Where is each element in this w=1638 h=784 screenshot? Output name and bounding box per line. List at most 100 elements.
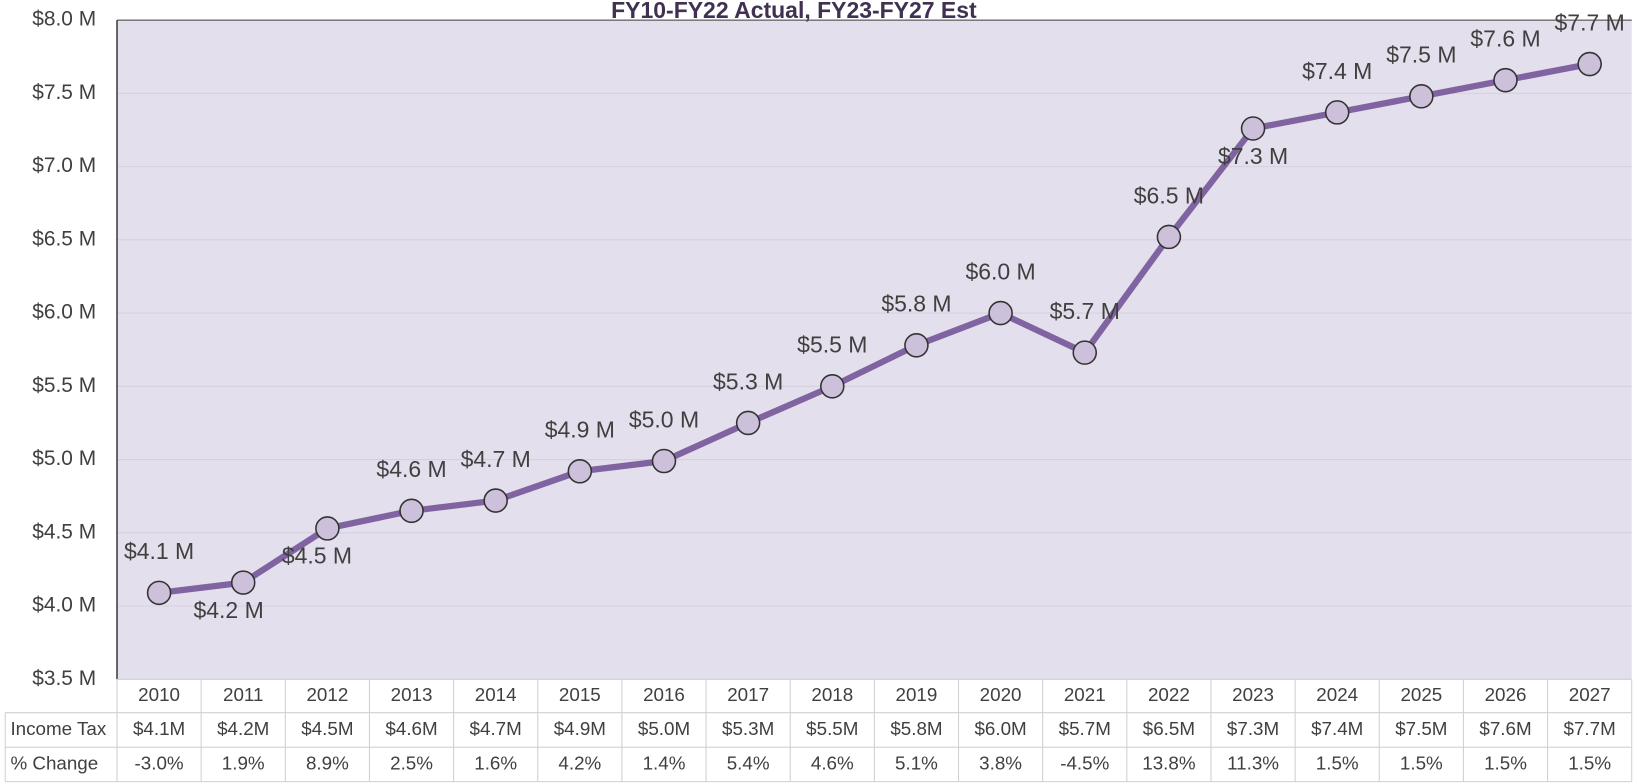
x-tick-label: 2012 — [306, 684, 348, 705]
table-row-label: % Change — [10, 752, 98, 773]
data-point — [820, 374, 845, 399]
y-tick-label: $4.0 M — [32, 594, 96, 617]
y-tick-label: $5.0 M — [32, 447, 96, 470]
data-point — [1577, 51, 1602, 77]
table-cell: $5.8M — [890, 718, 942, 739]
table-cell: $7.7M — [1564, 718, 1616, 739]
table-cell: $7.6M — [1479, 718, 1531, 739]
y-tick-label: $7.5 M — [32, 81, 96, 104]
table-cell: $4.6M — [385, 718, 437, 739]
x-tick-label: 2025 — [1400, 684, 1442, 705]
table-row-label: Income Tax — [10, 718, 106, 739]
y-tick-label: $7.0 M — [32, 154, 96, 177]
plot-area — [117, 20, 1632, 680]
table-cell: $4.1M — [133, 718, 185, 739]
x-tick-label: 2023 — [1232, 684, 1274, 705]
x-tick-label: 2026 — [1485, 684, 1527, 705]
data-label: $4.6 M — [376, 456, 446, 482]
y-tick-label: $4.5 M — [32, 520, 96, 543]
data-point — [651, 448, 677, 474]
table-cell: $5.3M — [722, 718, 774, 739]
data-label: $4.1 M — [124, 538, 194, 564]
x-tick-label: 2017 — [727, 684, 769, 705]
data-label: $5.0 M — [629, 406, 699, 432]
data-point — [315, 516, 340, 541]
y-tick-label: $5.5 M — [32, 374, 96, 397]
data-label: $5.8 M — [881, 291, 951, 317]
data-label: $5.7 M — [1050, 298, 1120, 324]
x-tick-label: 2024 — [1316, 684, 1358, 705]
data-point — [1493, 67, 1518, 93]
table-cell: 11.3% — [1227, 752, 1279, 773]
x-tick-label: 2027 — [1569, 684, 1611, 705]
x-tick-label: 2015 — [559, 684, 601, 705]
table-cell: 2.5% — [390, 752, 433, 773]
table-cell: 1.5% — [1400, 752, 1443, 773]
x-tick-label: 2022 — [1148, 684, 1190, 705]
table-cell: -3.0% — [135, 752, 184, 773]
x-tick-label: 2021 — [1064, 684, 1106, 705]
data-label: $4.7 M — [461, 446, 531, 472]
data-label: $7.3 M — [1218, 143, 1288, 169]
table-cell: 1.5% — [1484, 752, 1527, 773]
table-cell: $7.3M — [1227, 718, 1279, 739]
table-cell: 4.2% — [558, 752, 601, 773]
table-cell: $6.5M — [1143, 718, 1195, 739]
chart-title: FY10-FY22 Actual, FY23-FY27 Est — [611, 0, 977, 23]
x-tick-label: 2019 — [896, 684, 938, 705]
data-label: $6.0 M — [965, 258, 1035, 284]
data-label: $7.4 M — [1302, 58, 1372, 84]
x-tick-label: 2020 — [980, 684, 1022, 705]
x-tick-label: 2011 — [223, 684, 263, 705]
data-label: $6.5 M — [1134, 182, 1204, 208]
data-point — [230, 570, 256, 595]
data-label: $4.9 M — [545, 417, 615, 443]
table-cell: 3.8% — [979, 752, 1022, 773]
data-point — [567, 458, 593, 484]
data-point — [735, 410, 761, 436]
table-cell: $6.0M — [974, 718, 1026, 739]
data-label: $4.2 M — [193, 597, 263, 623]
table-cell: $4.9M — [554, 718, 606, 739]
data-point — [1156, 224, 1182, 250]
table-cell: 1.5% — [1316, 752, 1359, 773]
table-cell: 8.9% — [306, 752, 349, 773]
data-point — [1324, 100, 1350, 125]
x-tick-label: 2014 — [475, 684, 517, 705]
table-cell: 13.8% — [1142, 752, 1196, 773]
y-tick-label: $6.5 M — [32, 227, 96, 250]
data-point — [904, 333, 929, 358]
table-cell: -4.5% — [1060, 752, 1109, 773]
data-label: $4.5 M — [282, 543, 352, 569]
data-line — [158, 60, 1591, 596]
table-cell: $4.7M — [470, 718, 522, 739]
table-cell: $5.7M — [1059, 718, 1111, 739]
data-point — [146, 580, 172, 606]
data-point — [988, 300, 1013, 326]
data-point — [1240, 116, 1266, 141]
x-tick-label: 2013 — [391, 684, 433, 705]
table-cell: $5.5M — [806, 718, 858, 739]
y-tick-label: $3.5 M — [32, 667, 96, 690]
y-tick-label: $6.0 M — [32, 301, 96, 324]
table-cell: 1.4% — [643, 752, 686, 773]
x-tick-label: 2018 — [811, 684, 853, 705]
table-cell: 5.4% — [727, 752, 770, 773]
table-cell: $4.5M — [301, 718, 353, 739]
data-label: $5.5 M — [797, 332, 867, 358]
data-label: $7.6 M — [1470, 26, 1540, 52]
table-cell: $4.2M — [217, 718, 269, 739]
table-cell: 4.6% — [811, 752, 854, 773]
data-point — [483, 488, 508, 513]
data-point — [1072, 340, 1098, 365]
table-cell: $7.5M — [1395, 718, 1447, 739]
x-tick-label: 2016 — [643, 684, 685, 705]
table-cell: 1.9% — [222, 752, 265, 773]
table-cell: 1.5% — [1568, 752, 1611, 773]
table-cell: 1.6% — [474, 752, 517, 773]
x-tick-label: 2010 — [138, 684, 180, 705]
table-cell: 5.1% — [895, 752, 938, 773]
data-point — [1409, 84, 1434, 109]
table-cell: $7.4M — [1311, 718, 1363, 739]
